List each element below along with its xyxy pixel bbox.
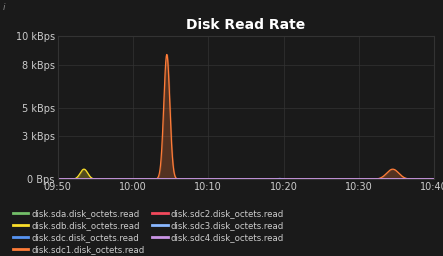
Legend: disk.sda.disk_octets.read, disk.sdb.disk_octets.read, disk.sdc.disk_octets.read,: disk.sda.disk_octets.read, disk.sdb.disk… xyxy=(13,209,284,254)
Text: i: i xyxy=(2,3,5,12)
Title: Disk Read Rate: Disk Read Rate xyxy=(186,18,306,32)
